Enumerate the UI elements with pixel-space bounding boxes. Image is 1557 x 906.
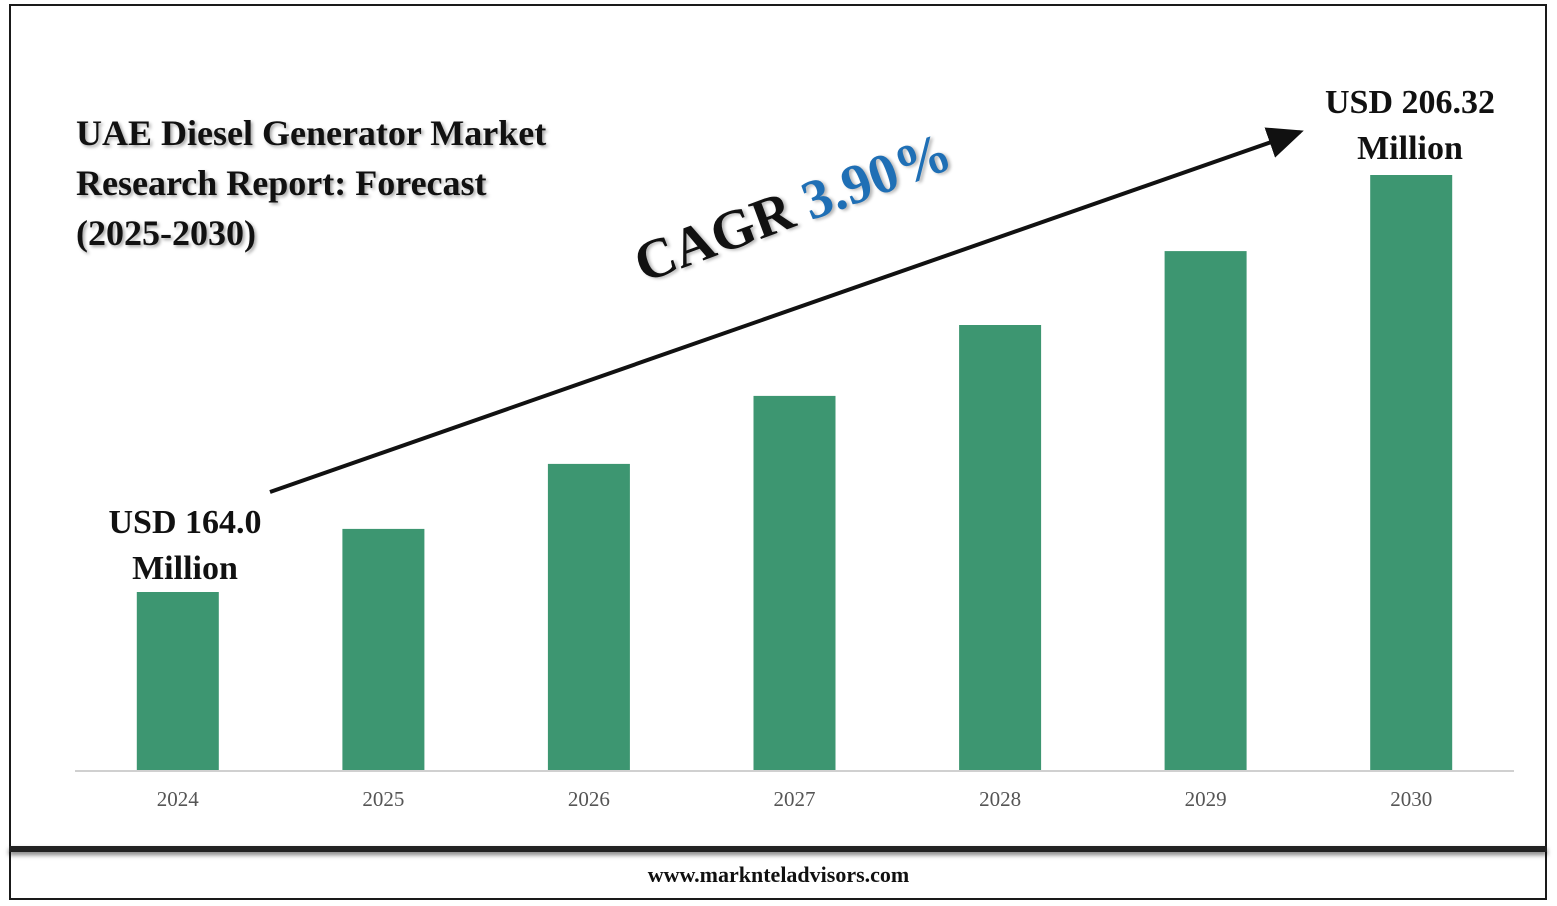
- footer-divider: [9, 846, 1547, 852]
- bar-2027: [753, 395, 836, 770]
- x-tick-label-2029: 2029: [1185, 787, 1227, 811]
- x-tick-label-2026: 2026: [568, 787, 610, 811]
- bars-group: [136, 175, 1453, 771]
- end-value-label: USD 206.32 Million: [1305, 80, 1515, 172]
- chart-title-line-2: Research Report: Forecast: [76, 163, 487, 203]
- end-value-line-2: Million: [1357, 130, 1463, 167]
- start-value-line-2: Million: [132, 550, 238, 587]
- chart-title-line-3: (2025-2030): [76, 213, 256, 253]
- bar-2026: [547, 463, 630, 770]
- x-tick-label-2027: 2027: [774, 787, 816, 811]
- bar-2024: [136, 592, 219, 770]
- bar-2025: [342, 528, 425, 770]
- bar-2030: [1370, 175, 1453, 770]
- chart-title-line-1: UAE Diesel Generator Market: [76, 113, 547, 153]
- chart-title: UAE Diesel Generator Market Research Rep…: [76, 108, 636, 258]
- end-value-line-1: USD 206.32: [1324, 84, 1496, 121]
- chart-frame: [9, 4, 1547, 900]
- x-tick-label-2025: 2025: [362, 787, 404, 811]
- x-tick-label-2024: 2024: [157, 787, 200, 811]
- start-value-line-1: USD 164.0: [108, 504, 262, 541]
- x-tick-label-2030: 2030: [1390, 787, 1432, 811]
- bar-2029: [1164, 251, 1247, 771]
- start-value-label: USD 164.0 Million: [95, 500, 275, 592]
- x-tick-label-2028: 2028: [979, 787, 1021, 811]
- x-tick-labels: 2024 2025 2026 2027 2028 2029 2030: [157, 787, 1432, 811]
- website-link[interactable]: www.marknteladvisors.com: [647, 862, 910, 887]
- cagr-arrow: [269, 127, 1304, 494]
- bar-2028: [959, 325, 1042, 770]
